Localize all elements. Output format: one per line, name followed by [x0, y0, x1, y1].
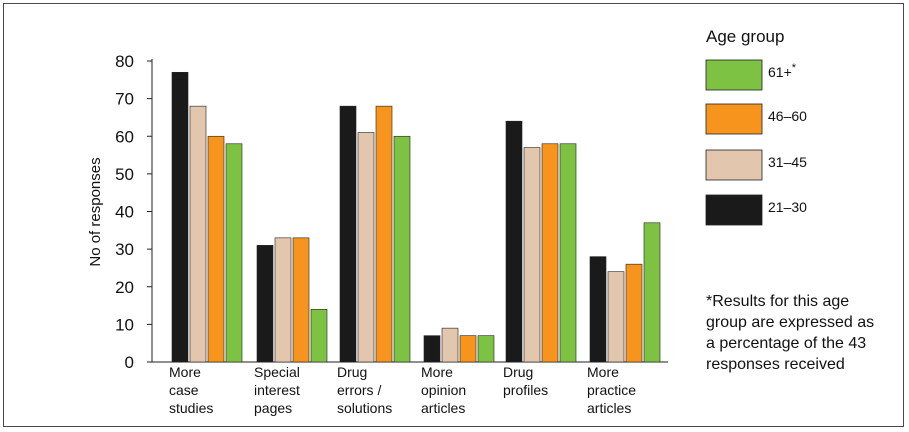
- x-category-label: articles: [421, 400, 465, 416]
- x-category-label: pages: [254, 400, 292, 416]
- y-axis-label: No of responses: [87, 157, 104, 266]
- y-tick-label: 20: [115, 278, 134, 297]
- legend-label-text: 61+: [768, 64, 792, 80]
- bar: [523, 147, 541, 363]
- x-category-label: studies: [169, 400, 213, 416]
- bar: [505, 120, 523, 363]
- x-category-label: practice: [587, 382, 636, 398]
- bar: [589, 256, 607, 363]
- y-tick-label: 10: [115, 315, 134, 334]
- bar: [310, 309, 328, 363]
- bar: [256, 245, 274, 363]
- bar: [292, 237, 310, 363]
- bar: [225, 143, 243, 363]
- bar: [207, 135, 225, 363]
- y-tick-label: 80: [115, 52, 134, 71]
- legend-label: 21–30: [768, 199, 807, 215]
- legend-swatch: [705, 194, 763, 226]
- footnote-line: group are expressed as: [706, 314, 874, 331]
- bar: [477, 335, 495, 363]
- legend-label: 61+*: [768, 62, 797, 80]
- y-tick-label: 0: [125, 353, 134, 372]
- x-category-label: More: [587, 364, 619, 380]
- legend-label-text: 46–60: [768, 108, 807, 124]
- footnote-line: *Results for this age: [706, 293, 849, 310]
- y-tick-label: 50: [115, 165, 134, 184]
- x-category-label: profiles: [503, 382, 548, 398]
- x-category-label: Drug: [503, 364, 533, 380]
- x-category-label: More: [169, 364, 201, 380]
- bar: [189, 105, 207, 363]
- bar: [339, 105, 357, 363]
- legend-swatch: [705, 59, 763, 91]
- bar: [393, 135, 411, 363]
- x-category-label: Special: [254, 364, 300, 380]
- bar: [274, 237, 292, 363]
- x-category-label: articles: [587, 400, 631, 416]
- legend-label-text: 31–45: [768, 154, 807, 170]
- x-category-label: More: [421, 364, 453, 380]
- x-category-label: interest: [254, 382, 300, 398]
- y-tick-label: 30: [115, 240, 134, 259]
- bar: [441, 327, 459, 363]
- footnote-line: responses received: [706, 356, 845, 373]
- chart-frame: [3, 3, 904, 427]
- bar: [171, 71, 189, 363]
- bar: [607, 271, 625, 363]
- bar: [643, 222, 661, 363]
- legend-title: Age group: [706, 27, 784, 46]
- legend-label: 46–60: [768, 108, 807, 124]
- bar: [541, 143, 559, 363]
- bar: [375, 105, 393, 363]
- legend-label-text: 21–30: [768, 199, 807, 215]
- legend-swatch: [705, 103, 763, 135]
- y-tick-label: 60: [115, 127, 134, 146]
- x-category-label: solutions: [337, 400, 392, 416]
- y-tick-label: 40: [115, 203, 134, 222]
- bar: [625, 263, 643, 363]
- bar: [357, 132, 375, 363]
- bar: [459, 335, 477, 363]
- legend-label-superscript: *: [792, 62, 797, 74]
- legend-label: 31–45: [768, 154, 807, 170]
- bar: [423, 335, 441, 363]
- y-tick-label: 70: [115, 90, 134, 109]
- x-category-label: opinion: [421, 382, 466, 398]
- footnote-line: a percentage of the 43: [706, 335, 866, 352]
- x-category-label: errors /: [337, 382, 381, 398]
- legend-swatch: [705, 149, 763, 181]
- x-category-label: Drug: [337, 364, 367, 380]
- bar: [559, 143, 577, 363]
- x-category-label: case: [169, 382, 199, 398]
